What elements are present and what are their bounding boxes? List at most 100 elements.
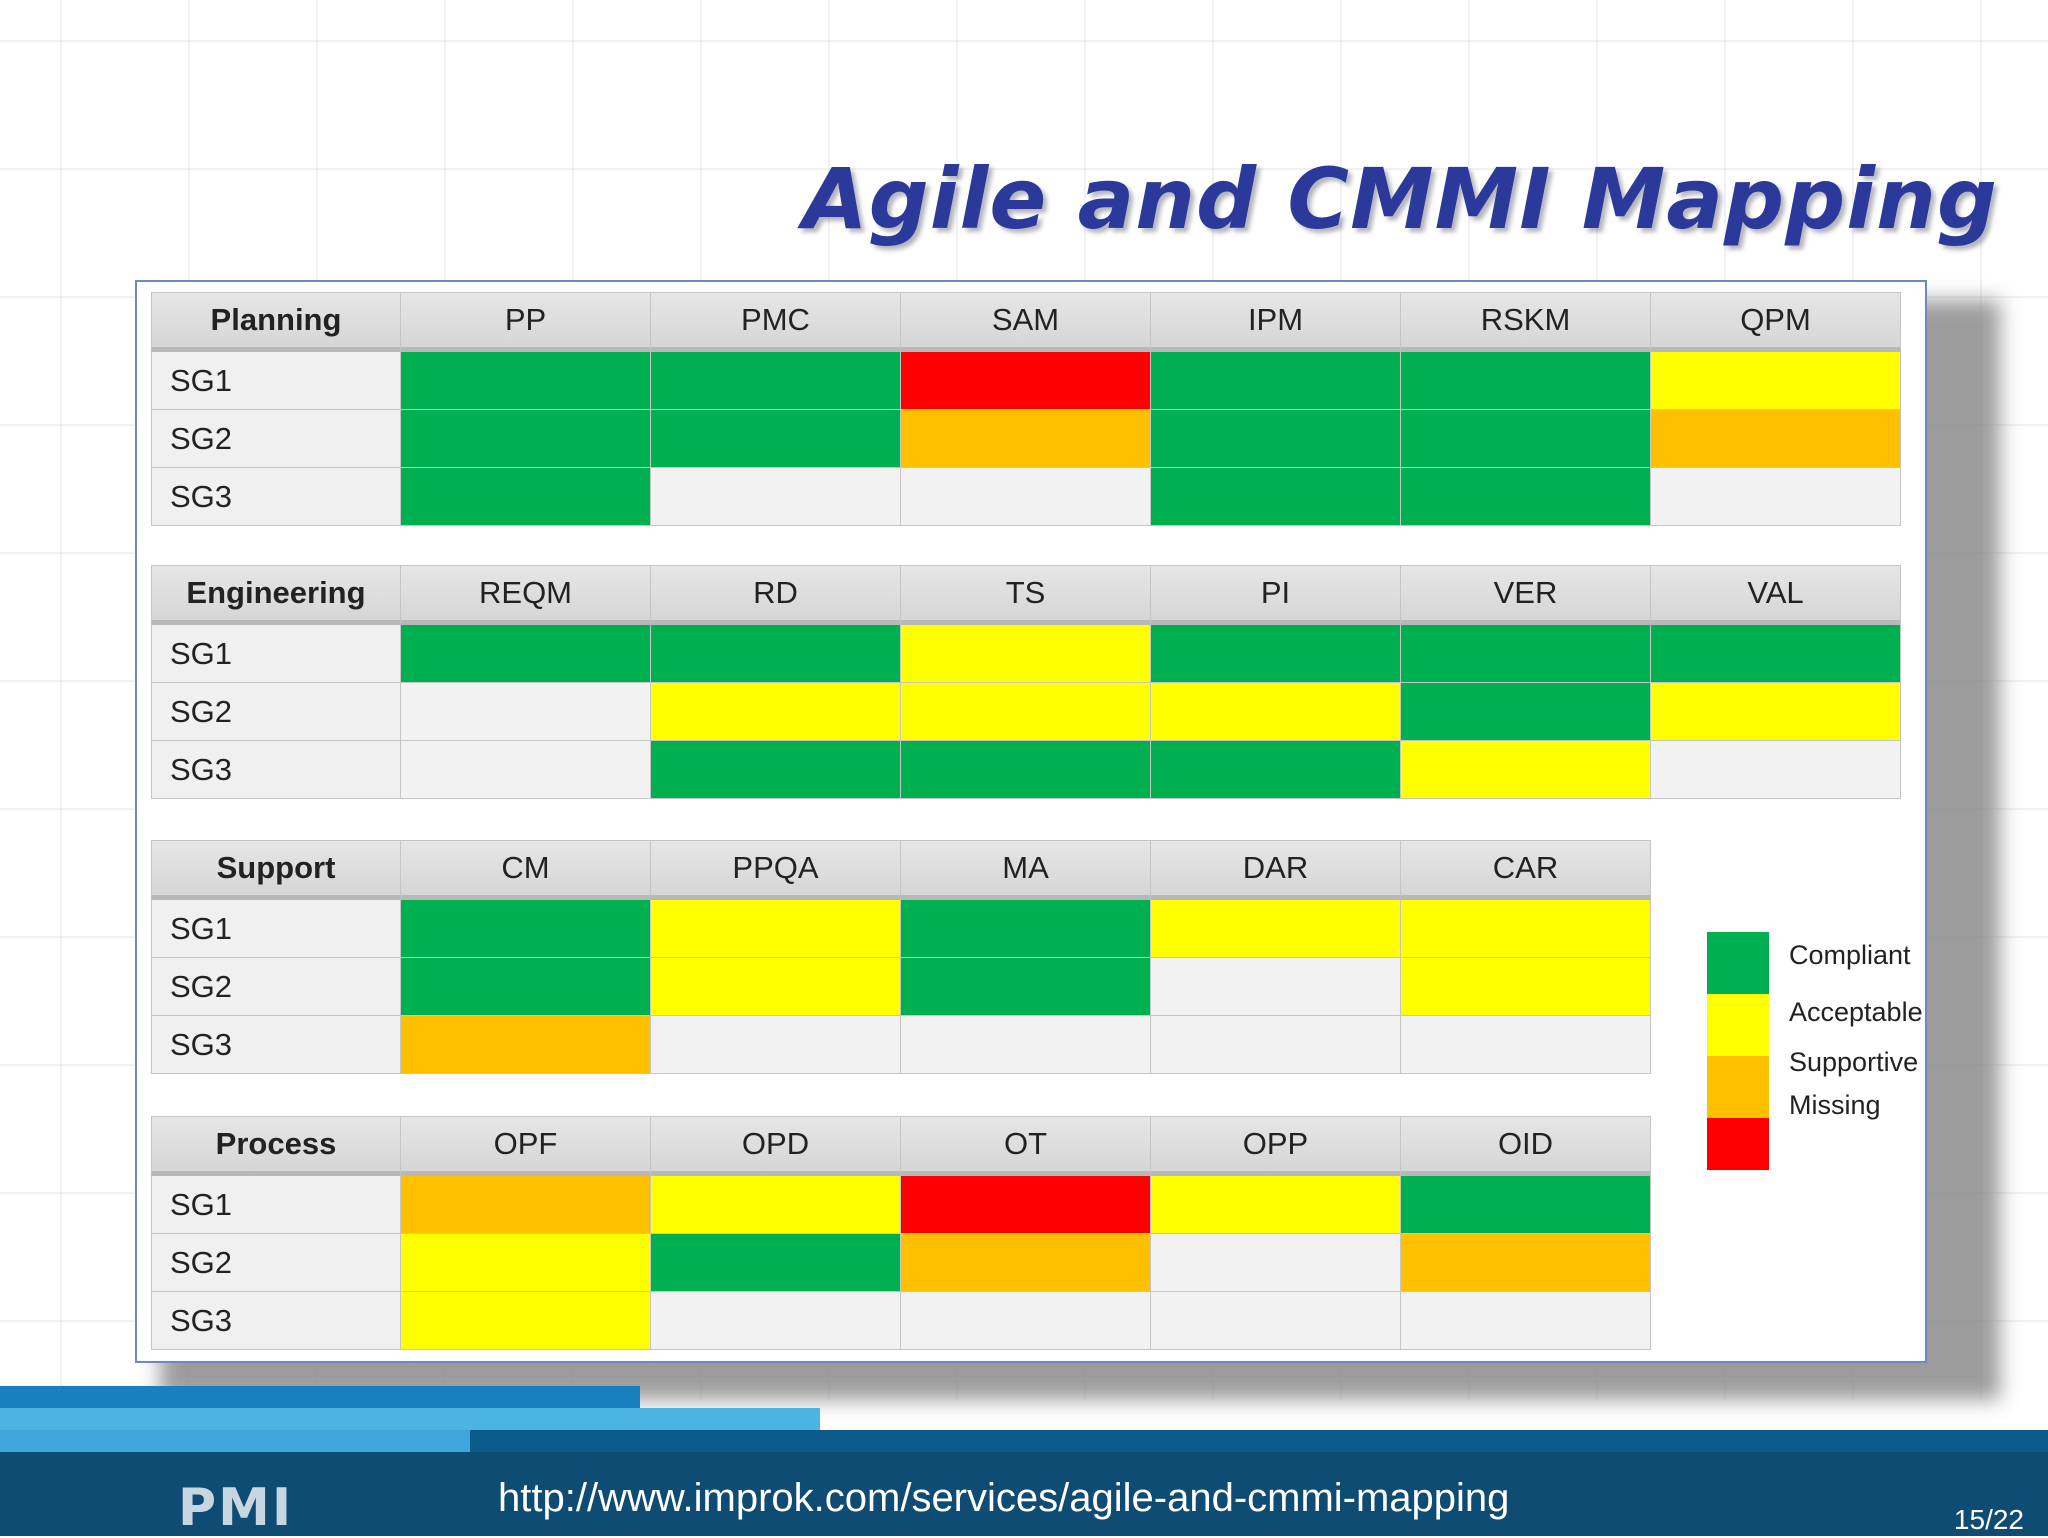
status-cell-compliant (1401, 352, 1651, 410)
status-cell-acceptable (651, 683, 901, 741)
legend-label-missing: Missing (1789, 1090, 1881, 1120)
footer: PMI http://www.improk.com/services/agile… (0, 1386, 2048, 1538)
goal-label: SG1 (151, 625, 401, 683)
table-header-row: Process OPF OPD OT OPP OID (151, 1116, 1651, 1176)
status-cell-compliant (901, 741, 1151, 799)
source-url[interactable]: http://www.improk.com/services/agile-and… (498, 1476, 1510, 1520)
pmi-logo: PMI (178, 1478, 294, 1538)
process-area-header: QPM (1651, 292, 1901, 352)
status-cell-none (651, 1016, 901, 1074)
legend-swatch-acceptable (1707, 994, 1769, 1056)
status-cell-acceptable (1651, 683, 1901, 741)
status-cell-none (1151, 1234, 1401, 1292)
status-cell-supportive (901, 410, 1151, 468)
goal-label: SG2 (151, 1234, 401, 1292)
status-cell-supportive (401, 1176, 651, 1234)
status-cell-acceptable (1401, 900, 1651, 958)
table-row: SG2 (151, 410, 1901, 468)
legend-swatch-supportive (1707, 1056, 1769, 1118)
goal-label: SG3 (151, 741, 401, 799)
status-cell-compliant (1401, 1176, 1651, 1234)
status-cell-none (1151, 1016, 1401, 1074)
status-cell-acceptable (401, 1234, 651, 1292)
status-cell-compliant (401, 625, 651, 683)
status-cell-compliant (1401, 625, 1651, 683)
goal-label: SG3 (151, 1016, 401, 1074)
process-area-header: RSKM (1401, 292, 1651, 352)
footer-stripe (470, 1430, 2048, 1452)
table-header-row: Engineering REQM RD TS PI VER VAL (151, 565, 1901, 625)
process-area-header: OT (901, 1116, 1151, 1176)
status-cell-none (401, 741, 651, 799)
status-cell-compliant (651, 625, 901, 683)
goal-label: SG3 (151, 1292, 401, 1350)
status-cell-acceptable (651, 958, 901, 1016)
status-cell-acceptable (1651, 352, 1901, 410)
status-cell-supportive (401, 1016, 651, 1074)
legend-label-compliant: Compliant (1789, 940, 1911, 970)
status-cell-acceptable (1151, 900, 1401, 958)
status-cell-compliant (651, 410, 901, 468)
status-cell-none (901, 1292, 1151, 1350)
mapping-panel: Compliant Acceptable Supportive Missing Pla… (135, 280, 1927, 1363)
status-cell-compliant (1651, 625, 1901, 683)
group-table: Planning PP PMC SAM IPM RSKM QPM SG1 SG2 SG3 (151, 292, 1901, 526)
table-row: SG1 (151, 625, 1901, 683)
status-cell-supportive (901, 1234, 1151, 1292)
status-cell-compliant (1151, 625, 1401, 683)
status-cell-acceptable (901, 625, 1151, 683)
status-cell-none (1401, 1292, 1651, 1350)
legend-label-acceptable: Acceptable (1789, 997, 1923, 1027)
process-area-header: REQM (401, 565, 651, 625)
group-table: Engineering REQM RD TS PI VER VAL SG1 SG2 SG3 (151, 565, 1901, 799)
status-cell-compliant (401, 468, 651, 526)
goal-label: SG3 (151, 468, 401, 526)
goal-label: SG2 (151, 410, 401, 468)
process-area-header: PMC (651, 292, 901, 352)
status-cell-acceptable (401, 1292, 651, 1350)
status-cell-compliant (401, 958, 651, 1016)
group-name: Support (151, 840, 401, 900)
table-row: SG1 (151, 900, 1651, 958)
footer-stripe (0, 1386, 640, 1408)
goal-label: SG1 (151, 1176, 401, 1234)
process-area-header: OPD (651, 1116, 901, 1176)
status-cell-none (1151, 958, 1401, 1016)
legend-label-supportive: Supportive (1789, 1047, 1919, 1077)
status-cell-compliant (1401, 683, 1651, 741)
group-name: Engineering (151, 565, 401, 625)
process-area-header: VER (1401, 565, 1651, 625)
status-cell-compliant (901, 900, 1151, 958)
status-cell-acceptable (1401, 958, 1651, 1016)
status-cell-acceptable (651, 1176, 901, 1234)
status-cell-none (1401, 1016, 1651, 1074)
table-row: SG1 (151, 352, 1901, 410)
process-area-header: IPM (1151, 292, 1401, 352)
group-table: Process OPF OPD OT OPP OID SG1 SG2 SG3 (151, 1116, 1651, 1350)
status-cell-none (1651, 468, 1901, 526)
process-area-header: CAR (1401, 840, 1651, 900)
status-cell-compliant (1151, 352, 1401, 410)
status-cell-acceptable (1151, 683, 1401, 741)
process-area-header: PI (1151, 565, 1401, 625)
process-area-header: CM (401, 840, 651, 900)
status-cell-compliant (1401, 468, 1651, 526)
goal-label: SG2 (151, 683, 401, 741)
footer-stripe (0, 1430, 470, 1452)
status-cell-acceptable (901, 683, 1151, 741)
status-cell-compliant (651, 352, 901, 410)
table-header-row: Support CM PPQA MA DAR CAR (151, 840, 1651, 900)
status-cell-acceptable (1151, 1176, 1401, 1234)
table-row: SG2 (151, 958, 1651, 1016)
status-cell-missing (901, 352, 1151, 410)
process-area-header: DAR (1151, 840, 1401, 900)
table-row: SG2 (151, 1234, 1651, 1292)
page-number: 15/22 (1953, 1504, 2024, 1535)
table-row: SG3 (151, 741, 1901, 799)
table-row: SG1 (151, 1176, 1651, 1234)
status-cell-compliant (1151, 741, 1401, 799)
status-cell-compliant (651, 1234, 901, 1292)
status-cell-none (1651, 741, 1901, 799)
status-cell-none (901, 468, 1151, 526)
legend-swatch-compliant (1707, 932, 1769, 994)
